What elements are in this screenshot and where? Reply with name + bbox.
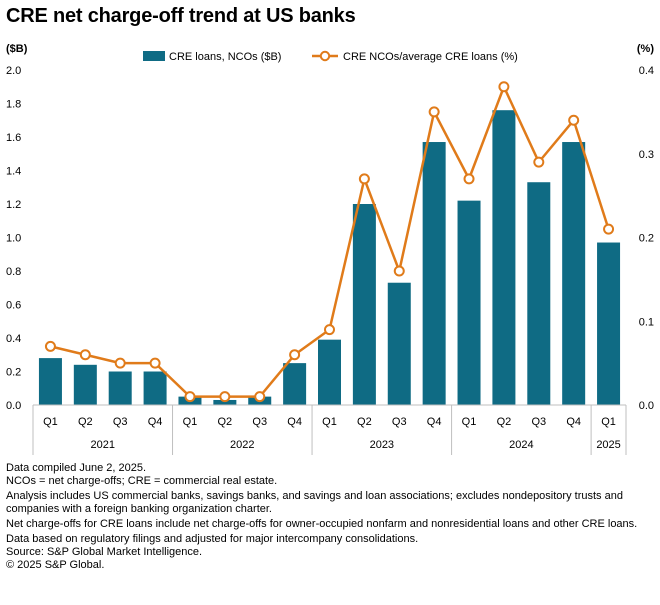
line-point (428, 106, 440, 118)
left-tick-label: 0.8 (6, 266, 21, 278)
bar (283, 363, 307, 405)
left-tick-label: 0.0 (6, 400, 21, 412)
line-point (219, 391, 231, 403)
left-tick-label: 0.6 (6, 300, 21, 312)
x-tick-label: Q2 (78, 416, 93, 428)
line-point (533, 156, 545, 168)
bar (73, 364, 97, 405)
chart-title: CRE net charge-off trend at US banks (6, 5, 356, 27)
right-tick-label: 0.3 (639, 149, 654, 161)
legend-line-marker (319, 50, 331, 62)
line-point (114, 357, 126, 369)
legend-bar-swatch (143, 51, 165, 61)
left-tick-label: 0.2 (6, 367, 21, 379)
bar (352, 204, 376, 405)
x-tick-label: Q4 (287, 416, 302, 428)
line-point (184, 391, 196, 403)
line-point (568, 114, 580, 126)
x-tick-label: Q4 (427, 416, 442, 428)
year-label: 2022 (230, 439, 254, 451)
note-copyright: © 2025 S&P Global. (6, 559, 105, 571)
left-tick-label: 0.4 (6, 333, 21, 345)
chart-svg: ($B) (%) CRE loans, NCOs ($B) CRE NCOs/aver… (6, 43, 654, 455)
left-tick-label: 1.6 (6, 132, 21, 144)
x-tick-label: Q1 (601, 416, 616, 428)
x-tick-label: Q3 (113, 416, 128, 428)
bar (527, 182, 551, 405)
line-point (44, 340, 56, 352)
bar (457, 200, 481, 405)
note-abbrev: NCOs = net charge-offs; CRE = commercial… (6, 475, 278, 487)
chart-notes: Data compiled June 2, 2025. NCOs = net c… (6, 462, 654, 572)
note-scope: Analysis includes US commercial banks, s… (6, 490, 623, 515)
line-point (79, 349, 91, 361)
left-tick-label: 1.8 (6, 99, 21, 111)
left-axis-unit: ($B) (6, 43, 28, 55)
line-point (603, 223, 615, 235)
x-tick-label: Q3 (531, 416, 546, 428)
right-tick-label: 0.4 (639, 65, 654, 77)
x-tick-label: Q1 (43, 416, 58, 428)
bar (387, 282, 411, 405)
x-tick-label: Q1 (322, 416, 337, 428)
right-tick-label: 0.1 (639, 316, 654, 328)
x-tick-label: Q1 (183, 416, 198, 428)
left-tick-label: 1.0 (6, 233, 21, 245)
line-point (498, 81, 510, 93)
line-point (358, 173, 370, 185)
year-label: 2025 (596, 439, 620, 451)
line-point (254, 391, 266, 403)
bar (108, 371, 132, 405)
right-axis-unit: (%) (637, 43, 654, 55)
note-adjustment: Data based on regulatory filings and adj… (6, 533, 419, 545)
left-tick-label: 2.0 (6, 65, 21, 77)
left-tick-label: 1.4 (6, 166, 21, 178)
bar (492, 110, 516, 405)
left-tick-label: 1.2 (6, 199, 21, 211)
bar (562, 142, 586, 405)
x-tick-label: Q3 (252, 416, 267, 428)
bar (318, 339, 341, 405)
right-tick-label: 0.2 (639, 233, 654, 245)
bar (597, 242, 621, 405)
note-source: Source: S&P Global Market Intelligence. (6, 546, 203, 558)
line-point (463, 173, 475, 185)
bar (143, 371, 167, 405)
line-point (324, 324, 335, 336)
year-label: 2023 (370, 439, 394, 451)
x-tick-label: Q1 (462, 416, 477, 428)
line-point (393, 265, 405, 277)
legend-line-label: CRE NCOs/average CRE loans (%) (343, 51, 518, 63)
line-point (149, 357, 161, 369)
right-tick-label: 0.0 (639, 400, 654, 412)
year-label: 2021 (91, 439, 115, 451)
x-tick-label: Q4 (148, 416, 163, 428)
legend-bar-label: CRE loans, NCOs ($B) (169, 51, 281, 63)
x-tick-label: Q2 (218, 416, 233, 428)
x-tick-label: Q4 (566, 416, 581, 428)
bar (213, 399, 237, 405)
line-point (289, 349, 301, 361)
x-tick-label: Q2 (357, 416, 372, 428)
x-tick-label: Q3 (392, 416, 407, 428)
note-date: Data compiled June 2, 2025. (6, 462, 147, 474)
bar (38, 358, 62, 405)
note-definition: Net charge-offs for CRE loans include ne… (6, 518, 638, 530)
bar (422, 142, 446, 405)
x-tick-label: Q2 (497, 416, 512, 428)
year-label: 2024 (509, 439, 533, 451)
